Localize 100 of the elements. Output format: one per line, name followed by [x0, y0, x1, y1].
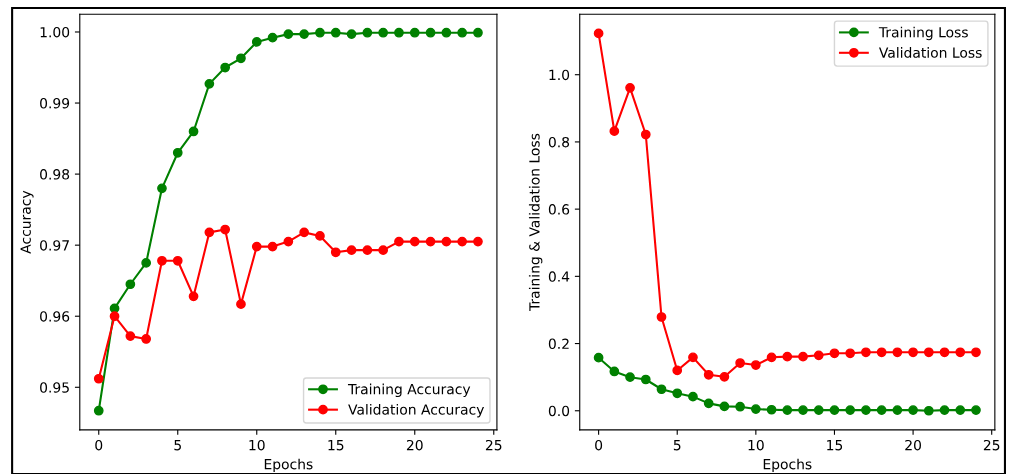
point [204, 227, 215, 238]
point [267, 241, 278, 252]
point [315, 231, 325, 241]
point [672, 388, 683, 399]
point [719, 401, 730, 412]
point [441, 27, 452, 38]
point [409, 236, 420, 247]
point [299, 227, 310, 238]
point [813, 405, 824, 415]
point [766, 352, 777, 363]
point [923, 405, 934, 416]
point [473, 27, 483, 38]
point [609, 126, 620, 137]
y-axis-title: Accuracy [20, 190, 34, 254]
point [813, 350, 824, 361]
point [861, 347, 871, 358]
x-tick-label: 20 [406, 439, 423, 451]
x-tick-label: 10 [748, 439, 764, 451]
point [93, 405, 104, 416]
point [394, 27, 404, 38]
y-tick-label: 0.99 [40, 98, 70, 109]
point [283, 29, 294, 39]
point [876, 405, 887, 415]
point [378, 245, 389, 255]
point [220, 62, 231, 73]
point [829, 348, 840, 359]
point [703, 369, 714, 380]
y-tick-label: 0.97 [40, 240, 69, 251]
point [939, 347, 950, 358]
x-tick-label: 10 [249, 439, 265, 451]
y-tick-label: 0.98 [40, 169, 70, 180]
point [656, 384, 667, 395]
point [798, 405, 808, 415]
point [876, 347, 887, 358]
point [735, 401, 745, 412]
point [703, 398, 714, 409]
legend-label: Validation Accuracy [348, 403, 485, 418]
point [236, 53, 246, 64]
point [330, 27, 341, 38]
x-axis-title: Epochs [264, 458, 313, 473]
point [640, 129, 651, 140]
point [251, 241, 262, 252]
legend-label: Validation Loss [878, 47, 982, 58]
x-axis-title: Epochs [763, 458, 812, 473]
point [861, 405, 871, 415]
point [798, 351, 808, 362]
point [283, 236, 294, 247]
point [593, 352, 604, 363]
x-tick-label: 15 [328, 440, 344, 451]
point [593, 28, 604, 39]
y-axis-title: Training & Validation Loss [528, 133, 543, 312]
point [157, 255, 167, 266]
y-tick-label: 0.0 [548, 405, 570, 417]
point [609, 366, 620, 377]
y-tick-label: 0.8 [548, 136, 570, 148]
point [220, 224, 231, 235]
point [362, 27, 373, 38]
point [640, 374, 651, 385]
point [955, 347, 966, 358]
point [346, 245, 357, 255]
y-tick-label: 1.0 [549, 69, 570, 81]
point [688, 352, 698, 363]
point [955, 405, 966, 415]
x-tick-label: 5 [174, 440, 181, 451]
point [315, 27, 325, 38]
point [362, 245, 373, 255]
x-tick-label: 25 [485, 439, 502, 451]
point [845, 405, 856, 415]
point [625, 372, 635, 383]
point [672, 365, 683, 376]
point [939, 405, 950, 415]
x-tick-label: 20 [905, 439, 921, 451]
point [425, 236, 436, 247]
point [457, 27, 468, 38]
y-tick-label: 0.95 [40, 382, 69, 393]
point [141, 258, 152, 268]
legend-label: Training Loss [878, 26, 968, 41]
point [299, 29, 310, 39]
point [892, 405, 903, 415]
x-tick-label: 15 [827, 440, 843, 451]
point [188, 126, 199, 137]
point [188, 291, 199, 302]
point [473, 236, 483, 247]
point [109, 311, 120, 322]
point [971, 405, 981, 415]
point [457, 236, 468, 247]
point [688, 391, 698, 402]
legend-label: Training Accuracy [347, 383, 471, 398]
y-tick-label: 0.96 [40, 311, 70, 322]
point [441, 236, 452, 247]
point [236, 299, 246, 310]
point [750, 360, 761, 370]
point [251, 37, 262, 47]
point [908, 405, 918, 415]
point [125, 331, 136, 341]
point [330, 247, 341, 258]
y-tick-label: 1.00 [40, 26, 70, 38]
x-tick-label: 5 [673, 440, 681, 451]
y-tick-label: 0.4 [548, 271, 570, 282]
point [125, 279, 136, 290]
